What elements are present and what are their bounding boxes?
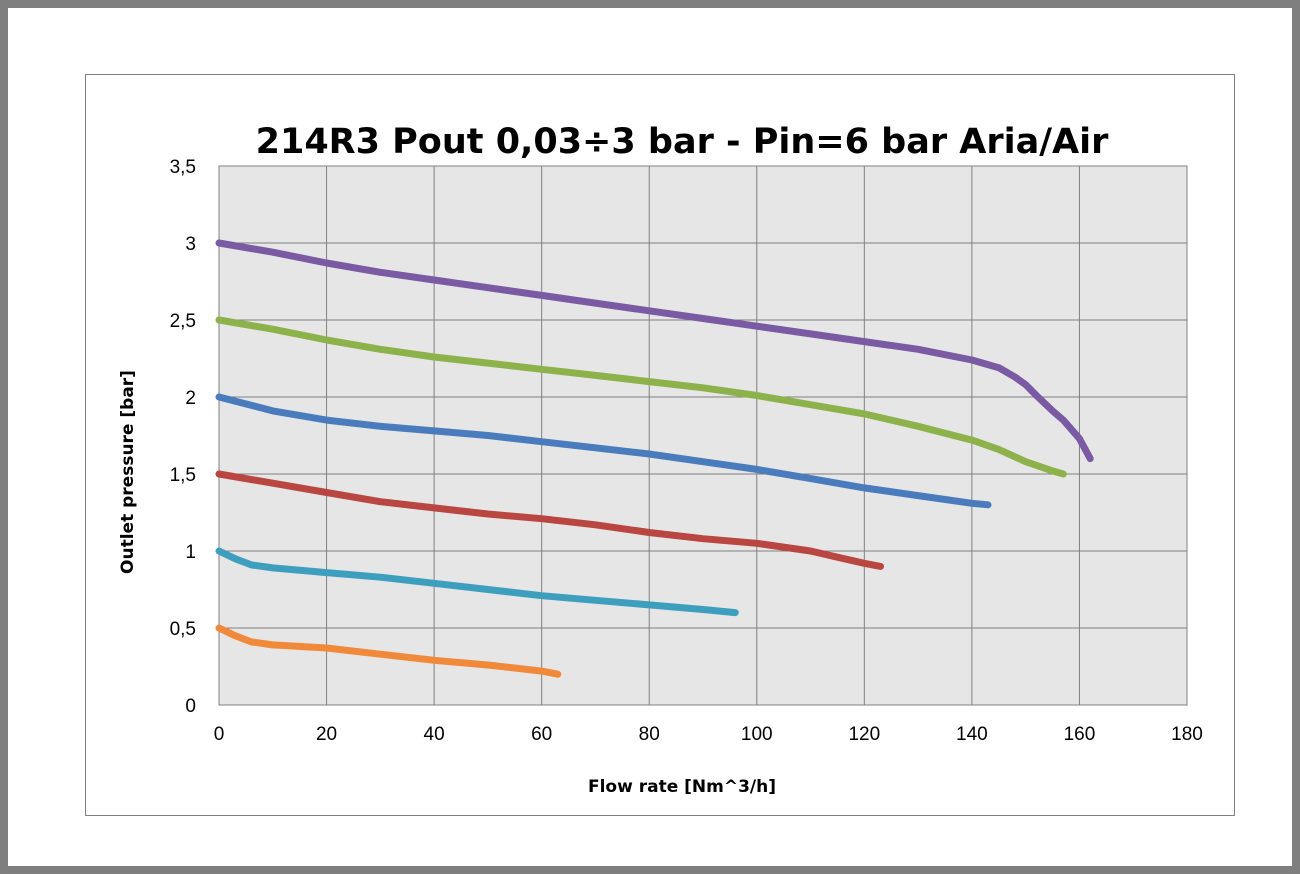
series-line-5 (215, 547, 739, 617)
y-tick-label: 0 (185, 696, 196, 717)
plot-area (218, 165, 1188, 706)
x-tick-label: 20 (316, 724, 337, 745)
y-tick-label: 1 (185, 542, 196, 563)
gridlines (218, 165, 1188, 706)
y-axis-title: Outlet pressure [bar] (118, 370, 138, 574)
x-tick-label: 60 (531, 724, 552, 745)
series-line-2 (215, 316, 1067, 478)
series-line-4 (215, 470, 884, 570)
y-tick-label: 2 (185, 388, 196, 409)
series-line-1 (215, 239, 1094, 463)
page-background: 0 20 40 60 80 100 120 140 160 180 0 0,5 1 1,5 2 2,5 3 3,5… (8, 8, 1292, 866)
x-tick-label: 100 (741, 724, 773, 745)
x-tick-label: 0 (214, 724, 225, 745)
chart-title: 214R3 Pout 0,03÷3 bar - Pin=6 bar Aria/A… (256, 122, 1110, 162)
series-line-6 (215, 624, 562, 678)
tick-labels: 0 20 40 60 80 100 120 140 160 180 0 0,5 1 1,5 2 2,5 3 3,5 (170, 157, 1203, 745)
y-tick-label: 3,5 (170, 157, 196, 178)
series-lines (215, 239, 1094, 678)
y-tick-label: 3 (185, 234, 196, 255)
x-tick-label: 180 (1171, 724, 1203, 745)
series-line-3 (215, 393, 992, 509)
y-tick-label: 0,5 (170, 619, 196, 640)
x-tick-label: 120 (848, 724, 880, 745)
x-axis-title: Flow rate [Nm^3/h] (588, 777, 776, 797)
x-tick-label: 160 (1064, 724, 1096, 745)
x-tick-label: 140 (956, 724, 988, 745)
y-tick-label: 2,5 (170, 311, 196, 332)
x-tick-label: 40 (424, 724, 445, 745)
chart-area: 0 20 40 60 80 100 120 140 160 180 0 0,5 1 1,5 2 2,5 3 3,5… (85, 74, 1235, 816)
x-tick-label: 80 (639, 724, 660, 745)
line-chart: 0 20 40 60 80 100 120 140 160 180 0 0,5 1 1,5 2 2,5 3 3,5… (118, 122, 1203, 797)
y-tick-label: 1,5 (170, 465, 196, 486)
